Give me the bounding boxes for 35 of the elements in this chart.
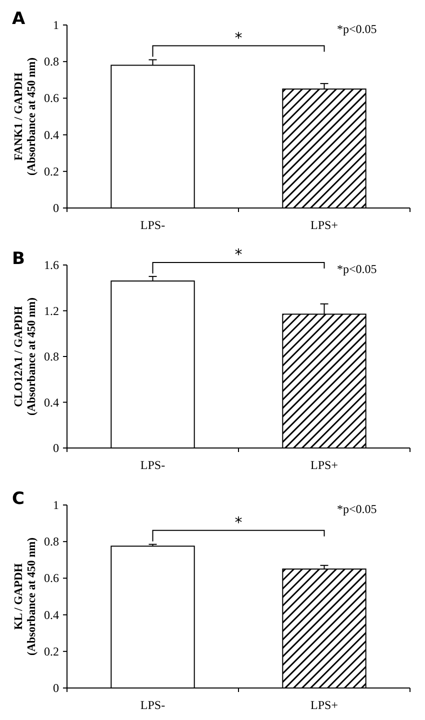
annotation: *p<0.05 <box>337 22 377 36</box>
chart-title: B <box>12 249 25 269</box>
x-tick-label: LPS+ <box>310 698 338 712</box>
y-tick-label: 0 <box>53 201 59 215</box>
y-tick-label: 0.8 <box>44 534 59 549</box>
annotation: *p<0.05 <box>337 502 377 516</box>
y-tick-label: 0 <box>53 681 59 695</box>
y-tick-label: 1 <box>53 18 59 32</box>
y-tick-label: 0 <box>53 441 59 455</box>
y-tick-label: 1.6 <box>44 258 59 272</box>
y-tick-label: 0.4 <box>44 395 59 410</box>
y-tick-label: 0.6 <box>44 571 59 586</box>
annotation: *p<0.05 <box>337 262 377 276</box>
y-tick-label: 0.8 <box>44 54 59 69</box>
y-axis-title: KL / GAPDH (Absorbance at 450 nm) <box>13 537 38 656</box>
y-tick-label: 0.4 <box>44 608 59 622</box>
annotation: * <box>234 28 243 47</box>
x-tick-label: LPS+ <box>310 458 338 472</box>
y-tick-label: 0.8 <box>44 350 59 364</box>
x-tick-label: LPS- <box>140 698 166 712</box>
chart-title: C <box>12 489 24 509</box>
x-tick-label: LPS+ <box>310 218 338 232</box>
text: * <box>234 245 243 264</box>
y-tick-label: 0.6 <box>44 91 59 106</box>
y-tick-label: 0.2 <box>44 644 59 658</box>
x-tick-label: LPS- <box>140 458 166 472</box>
y-tick-label: 0.4 <box>44 128 59 142</box>
y-tick-label: 1 <box>53 498 59 512</box>
x-tick-label: LPS- <box>140 218 166 232</box>
y-axis-title: FANK1 / GAPDH (Absorbance at 450 nm) <box>13 57 38 176</box>
y-tick-label: 1.2 <box>44 304 59 318</box>
annotation: * <box>234 513 243 532</box>
y-tick-label: 0.2 <box>44 164 59 178</box>
y-axis-title: CLO12A1 / GAPDH (Absorbance at 450 nm) <box>13 297 38 416</box>
chart-title: A <box>12 9 26 29</box>
